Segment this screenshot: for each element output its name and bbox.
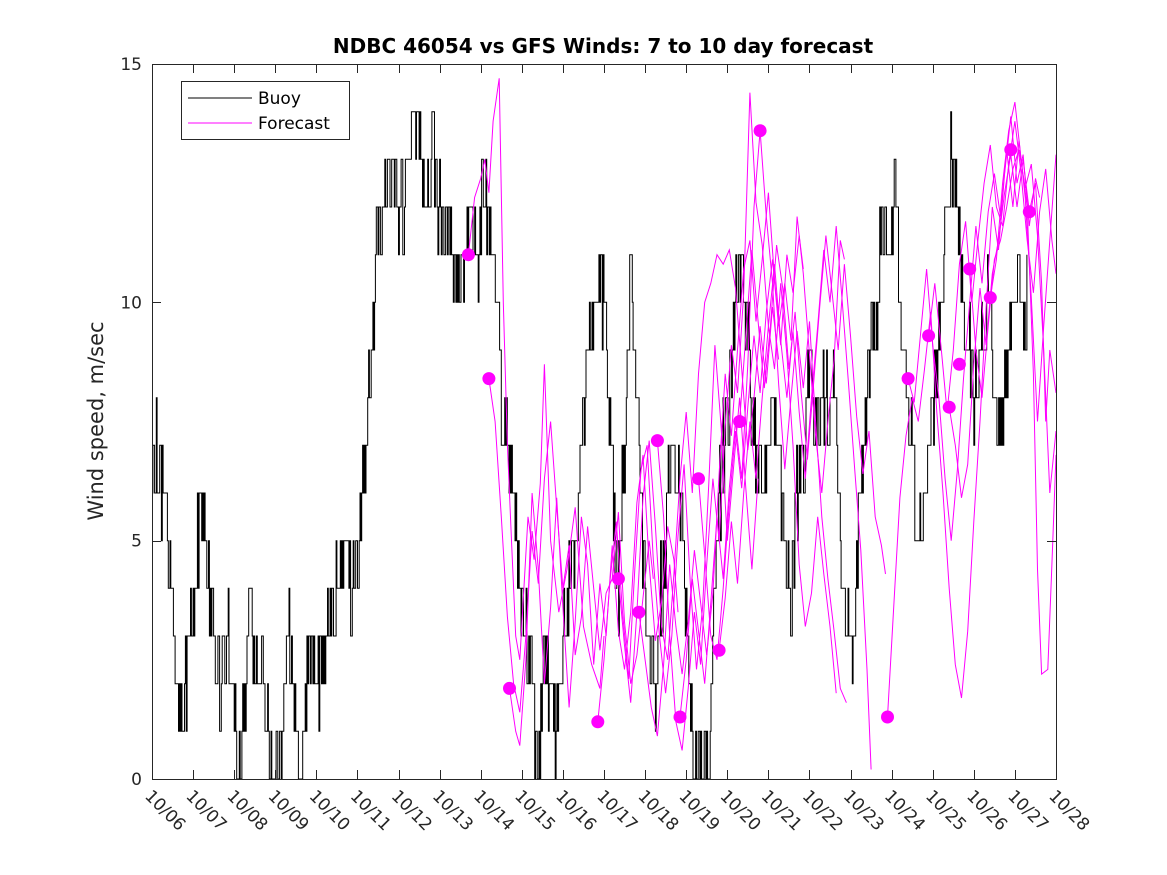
forecast-series-line [928,121,1056,413]
forecast-start-marker [673,710,687,724]
forecast-start-marker [733,415,747,428]
forecast-start-marker [901,372,915,386]
forecast-series-line [467,78,605,689]
forecast-start-marker [482,372,496,386]
legend-box [181,81,350,140]
forecast-series-line [718,226,872,770]
y-tick-label: 0 [131,770,142,790]
forecast-series-line [739,235,886,575]
legend: Buoy Forecast [181,81,350,140]
forecast-series-line [948,154,1056,498]
y-axis: 0 5 10 15 [120,55,1056,790]
forecast-series-line [907,140,1056,541]
forecast-start-marker [650,434,664,448]
forecast-start-marker [1004,143,1018,157]
legend-label-buoy: Buoy [258,89,301,109]
forecast-series-line [617,248,780,703]
forecast-start-marker [942,400,956,414]
forecast-start-marker [611,572,625,586]
forecast-start-marker [692,472,705,486]
forecast-start-marker [963,262,977,276]
forecast-series-line [969,149,1056,494]
forecast-series-line [509,454,679,746]
forecast-series-line [597,345,759,722]
forecast-series-line [679,130,847,718]
forecast-series-line [488,378,654,713]
series-layer [152,78,1056,779]
forecast-start-marker [461,248,475,262]
buoy-series-line [152,111,1028,779]
forecast-start-marker [591,715,605,729]
forecast-start-marker [632,605,646,619]
y-axis-label: Wind speed, m/sec [84,321,108,520]
forecast-start-marker [952,357,966,371]
forecast-start-marker [922,329,936,343]
y-tick-label: 10 [120,293,142,313]
chart-title: NDBC 46054 vs GFS Winds: 7 to 10 day for… [333,34,874,58]
forecast-start-marker [1022,205,1036,219]
forecast-start-marker [753,124,767,138]
forecast-series-line [656,92,837,751]
forecast-start-marker [881,710,894,724]
plot-area [152,64,1056,779]
y-tick-label: 15 [120,55,142,75]
forecast-start-marker [503,681,516,695]
forecast-start-marker [712,643,726,657]
forecast-series-line [698,216,845,660]
legend-label-forecast: Forecast [258,114,330,134]
forecast-start-marker [983,291,997,305]
plot-background [152,64,1056,779]
y-tick-label: 5 [131,532,142,552]
